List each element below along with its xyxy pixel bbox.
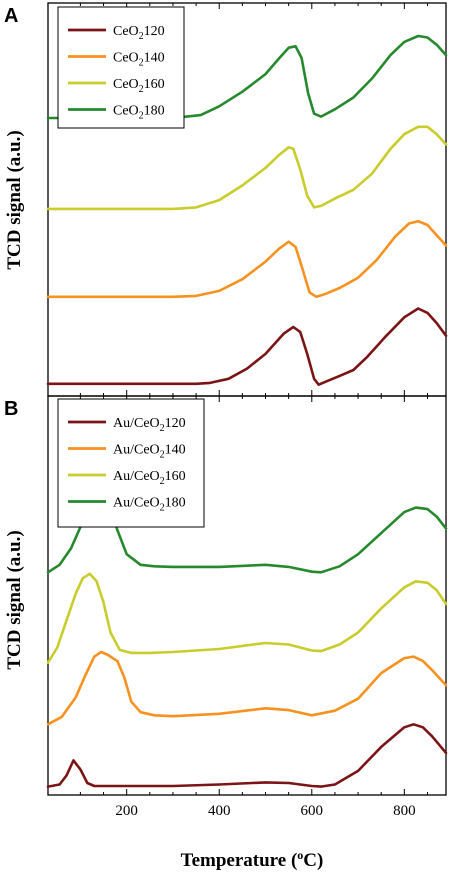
legend-entry-rest: 160 [144, 77, 165, 92]
panel-a-ticks [79, 3, 428, 396]
legend-entry-rest: 160 [165, 469, 186, 484]
x-axis-label-degree: o [297, 848, 303, 862]
panel-a-y-axis-label: TCD signal (a.u.) [4, 130, 25, 269]
legend-box [57, 6, 185, 129]
series-line-3 [46, 125, 448, 211]
panel-b-x-tick-labels: 200 400 600 800 [115, 803, 415, 819]
panel-a-series [46, 34, 448, 386]
legend-entry-sub: 2 [139, 58, 144, 69]
legend-entry-rest: 120 [165, 416, 186, 431]
series-line-1 [46, 307, 448, 386]
legend-entry: CeO2120 [113, 24, 165, 42]
legend-entry-main: CeO [113, 24, 139, 39]
legend-entry: CeO2140 [113, 51, 165, 69]
series-line-3 [46, 572, 448, 664]
series-line-2 [46, 650, 448, 726]
legend-entry-main: Au/CeO [113, 469, 160, 484]
legend-entry-rest: 140 [165, 443, 186, 458]
x-axis-label-rest: C) [303, 850, 323, 871]
legend-entry: Au/CeO2140 [113, 443, 186, 461]
x-axis-label: Temperature (oC) [181, 848, 324, 871]
legend-entry-rest: 180 [144, 104, 165, 119]
legend-entry-main: CeO [113, 77, 139, 92]
panel-b: B Au/CeO2120Au/CeO2140Au/CeO2160Au/CeO21… [4, 395, 448, 871]
legend-entry: CeO2160 [113, 77, 165, 95]
legend-box [57, 398, 205, 528]
panel-a-letter: A [4, 5, 18, 27]
legend-entry-main: CeO [113, 104, 139, 119]
series-line-4 [46, 34, 448, 120]
legend-entry-main: Au/CeO [113, 416, 160, 431]
panel-b-letter: B [4, 398, 18, 420]
panel-b-frame [47, 395, 447, 796]
legend-entry-sub: 2 [139, 31, 144, 42]
legend-entry-sub: 2 [160, 423, 165, 434]
legend-entry: CeO2180 [113, 104, 165, 122]
legend-entry-main: CeO [113, 51, 139, 66]
legend-entry-rest: 180 [165, 496, 186, 511]
legend-entry-rest: 140 [144, 51, 165, 66]
legend-entry-sub: 2 [160, 503, 165, 514]
legend-entry-rest: 120 [144, 24, 165, 39]
legend-entry: Au/CeO2160 [113, 469, 186, 487]
series-line-2 [46, 219, 448, 299]
panel-b-y-axis-label: TCD signal (a.u.) [4, 530, 25, 669]
x-tick-label: 400 [208, 803, 231, 819]
legend-entry-sub: 2 [139, 84, 144, 95]
legend-entry-sub: 2 [160, 450, 165, 461]
legend-entry-main: Au/CeO [113, 496, 160, 511]
x-axis-label-main: Temperature ( [181, 850, 298, 871]
legend-entry-main: Au/CeO [113, 443, 160, 458]
legend-entry: Au/CeO2120 [113, 416, 186, 434]
x-tick-label: 800 [393, 803, 416, 819]
x-tick-label: 200 [115, 803, 138, 819]
series-line-1 [46, 723, 448, 788]
legend-entry-sub: 2 [160, 476, 165, 487]
panel-b-ticks [79, 396, 428, 795]
legend-entry: Au/CeO2180 [113, 496, 186, 514]
panel-b-series [46, 497, 448, 788]
legend-entry-sub: 2 [139, 111, 144, 122]
x-tick-label: 600 [301, 803, 324, 819]
